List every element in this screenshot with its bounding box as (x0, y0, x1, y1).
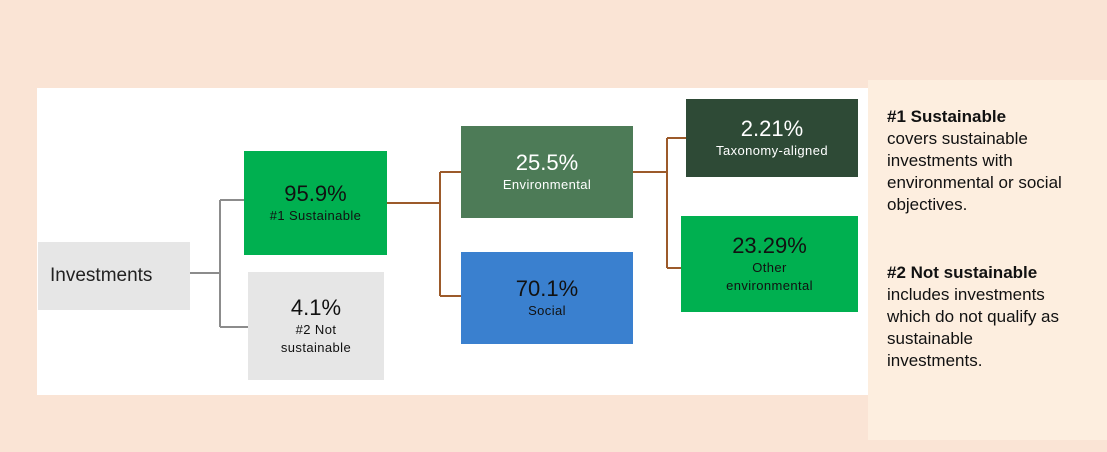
node-investments: Investments (38, 242, 190, 310)
node-value: 25.5% (515, 150, 579, 175)
node-label: Environmental (502, 177, 592, 192)
legend-title: #2 Not sustainable (887, 263, 1038, 282)
node-label: Investments (50, 265, 153, 286)
legend-item: #1 Sustainable covers sustainable invest… (887, 106, 1072, 216)
node-value: 95.9% (284, 181, 347, 206)
node-value: 70.1% (515, 276, 579, 301)
legend-text: covers sustainable investments with envi… (887, 129, 1062, 214)
legend-text: includes investments which do not qualif… (887, 285, 1059, 370)
node-label: Taxonomy-aligned (716, 143, 828, 158)
node-social: 70.1% Social (461, 252, 633, 344)
legend-item: #2 Not sustainable includes investments … (887, 262, 1072, 372)
node-value: 2.21% (740, 116, 804, 141)
node-other-environmental: 23.29% Other environmental (681, 216, 858, 312)
node-not-sustainable: 4.1% #2 Not sustainable (248, 272, 384, 380)
node-environmental: 25.5% Environmental (461, 126, 633, 218)
node-taxonomy: 2.21% Taxonomy-aligned (686, 99, 858, 177)
grey-connector (190, 199, 248, 328)
node-value: 4.1% (290, 295, 342, 320)
node-label: #2 Not sustainable (280, 322, 352, 355)
node-value: 23.29% (732, 233, 807, 258)
node-sustainable: 95.9% #1 Sustainable (244, 151, 387, 255)
legend-title: #1 Sustainable (887, 107, 1007, 126)
node-label: Social (528, 303, 566, 318)
brown-connector (387, 137, 686, 297)
legend-panel (868, 80, 1107, 440)
node-label: #1 Sustainable (269, 208, 362, 223)
node-label: Other environmental (726, 260, 813, 293)
